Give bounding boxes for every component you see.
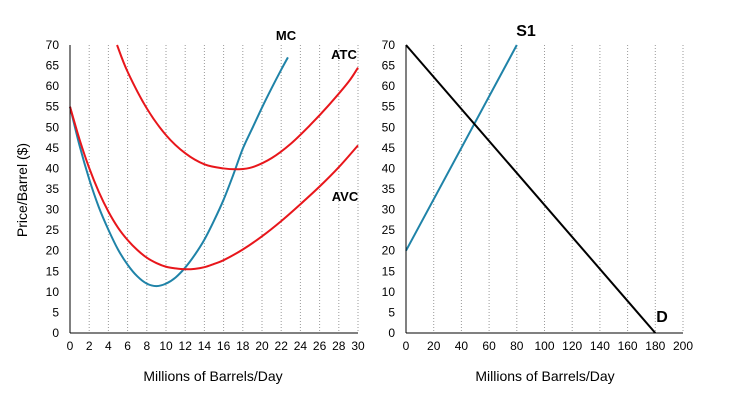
right-x-tick-label: 200 (673, 339, 693, 353)
left-curves (69, 44, 359, 288)
left-y-tick-label: 40 (46, 161, 60, 175)
right-y-tick-label: 15 (382, 264, 396, 278)
left-x-tick-label: 18 (236, 339, 250, 353)
left-curve-avc (69, 106, 359, 271)
left-y-tick-label: 45 (46, 141, 60, 155)
right-grid (433, 45, 684, 333)
atc-label: ATC (331, 47, 357, 62)
right-curve-d (405, 44, 657, 334)
right-y-tick-label: 0 (388, 326, 395, 340)
left-y-tick-label: 55 (46, 100, 60, 114)
left-y-tick-label: 30 (46, 203, 60, 217)
left-x-tick-label: 22 (275, 339, 289, 353)
left-y-tick-label: 15 (46, 264, 60, 278)
left-y-tick-label: 70 (46, 38, 60, 52)
left-y-axis-label: Price/Barrel ($) (14, 143, 30, 237)
left-curve-mc (69, 56, 289, 288)
left-x-tick-label: 0 (67, 339, 74, 353)
right-x-ticks: 0 20 40 60 80 100 120 140 160 180 200 (403, 339, 694, 353)
right-y-tick-label: 45 (382, 141, 396, 155)
right-x-tick-label: 120 (562, 339, 582, 353)
right-y-tick-label: 10 (382, 285, 396, 299)
right-chart: 0 20 40 60 80 100 120 140 160 180 200 0 5 10 15 20 25 30… (382, 23, 694, 384)
right-y-tick-label: 55 (382, 100, 396, 114)
s1-label: S1 (516, 23, 536, 40)
left-x-axis-label: Millions of Barrels/Day (143, 368, 282, 384)
right-curve-s1 (405, 44, 518, 252)
left-y-tick-label: 20 (46, 244, 60, 258)
left-y-tick-label: 5 (52, 305, 59, 319)
right-curves (405, 44, 657, 334)
left-y-tick-label: 10 (46, 285, 60, 299)
right-y-tick-label: 65 (382, 59, 396, 73)
d-label: D (656, 309, 668, 326)
left-y-tick-label: 60 (46, 79, 60, 93)
left-y-ticks: 0 5 10 15 20 25 30 35 40 45 50 55 60 65 70 (46, 38, 60, 340)
mc-label: MC (276, 28, 297, 43)
left-y-tick-label: 50 (46, 120, 60, 134)
right-x-tick-label: 60 (482, 339, 496, 353)
right-y-tick-label: 35 (382, 182, 396, 196)
right-x-tick-label: 80 (510, 339, 524, 353)
right-x-axis-label: Millions of Barrels/Day (475, 368, 614, 384)
right-x-tick-label: 180 (645, 339, 665, 353)
right-x-tick-label: 40 (455, 339, 469, 353)
left-chart: 0 2 4 6 8 10 12 14 16 18 20 22 24 26 28 30 051015202530… (14, 28, 365, 384)
right-y-tick-label: 70 (382, 38, 396, 52)
left-x-tick-label: 2 (86, 339, 93, 353)
left-x-tick-label: 14 (198, 339, 212, 353)
left-x-ticks: 0 2 4 6 8 10 12 14 16 18 20 22 24 26 28 30 (67, 339, 365, 353)
right-x-tick-label: 140 (590, 339, 610, 353)
left-x-tick-label: 26 (313, 339, 327, 353)
left-x-tick-label: 16 (217, 339, 231, 353)
avc-label: AVC (332, 189, 359, 204)
left-y-tick-label: 65 (46, 59, 60, 73)
left-curve-atc (116, 44, 359, 171)
right-x-tick-label: 20 (427, 339, 441, 353)
left-x-tick-label: 24 (294, 339, 308, 353)
left-y-tick-label: 25 (46, 223, 60, 237)
left-x-tick-label: 20 (255, 339, 269, 353)
right-x-tick-label: 0 (403, 339, 410, 353)
right-y-tick-label: 60 (382, 79, 396, 93)
right-x-tick-label: 100 (534, 339, 554, 353)
right-y-ticks: 0 5 10 15 20 25 30 35 40 45 50 55 60 65 70 (382, 38, 396, 340)
left-x-tick-label: 28 (332, 339, 346, 353)
right-x-tick-label: 160 (618, 339, 638, 353)
right-y-tick-label: 20 (382, 244, 396, 258)
left-grid (88, 45, 359, 333)
left-x-tick-label: 8 (143, 339, 150, 353)
right-y-tick-label: 30 (382, 203, 396, 217)
left-y-tick-label: 35 (46, 182, 60, 196)
left-y-tick-label: 0 (52, 326, 59, 340)
left-x-tick-label: 12 (179, 339, 193, 353)
right-y-tick-label: 40 (382, 161, 396, 175)
left-x-tick-label: 6 (124, 339, 131, 353)
right-y-tick-label: 5 (388, 305, 395, 319)
left-x-tick-label: 4 (105, 339, 112, 353)
right-y-tick-label: 25 (382, 223, 396, 237)
left-x-tick-label: 10 (159, 339, 173, 353)
right-y-tick-label: 50 (382, 120, 396, 134)
left-x-tick-label: 30 (351, 339, 365, 353)
